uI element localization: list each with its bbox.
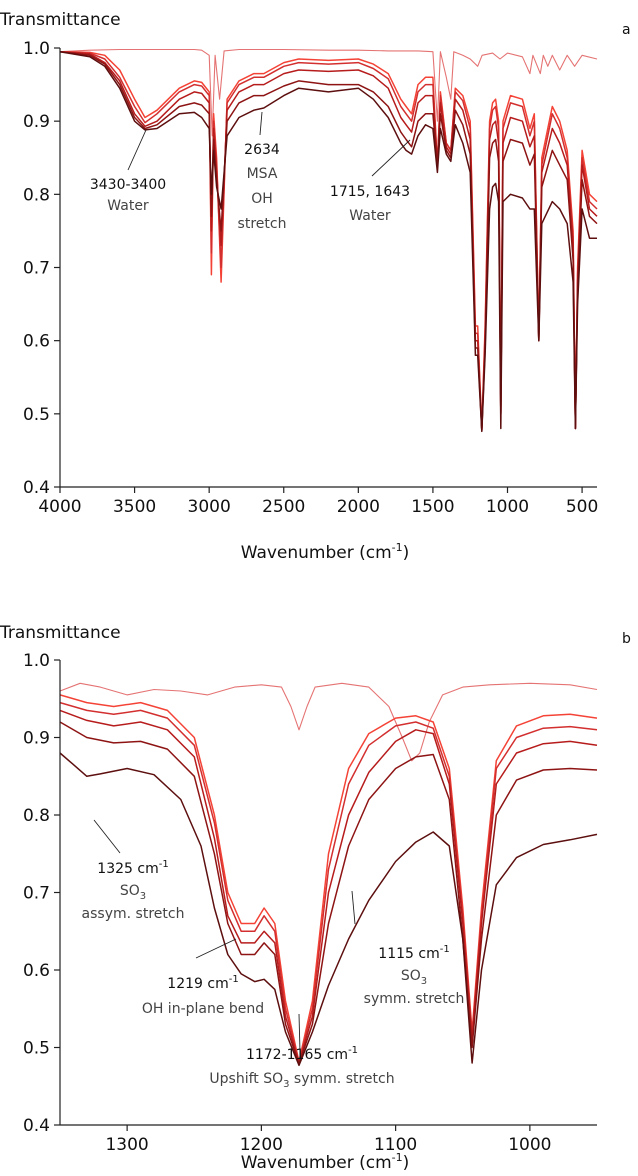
panel-b-label: b [622,631,631,647]
panel-a-xtick-label: 2500 [262,497,305,517]
panel-b-ann-1115-label: symm. stretch [364,991,465,1007]
panel-a-xtick-label: 500 [566,497,598,517]
panel-b-ann-1219-label: OH in-plane bend [142,1001,264,1017]
panel-a-series-line-6 [59,50,597,433]
panel-a-ytick-label: 0.4 [23,478,50,498]
panel-b-series-line-6 [59,752,598,1067]
panel-a-ann-2634-stretch: stretch [238,216,287,232]
panel-a-label: a [622,22,631,38]
panel-a-xtick-label: 1000 [486,497,529,517]
panel-a-ytick-label: 0.6 [23,332,50,352]
panel-b-series-line-4 [59,709,598,1064]
panel-a-xtick-label: 2000 [337,497,380,517]
panel-b-series-line-5 [59,721,598,1065]
panel-a-xtick-label: 1500 [411,497,454,517]
panel-b-leader-1172 [298,1013,301,1053]
panel-b-ann-1325-so3: SO3​ [120,883,146,902]
panel-b-xtick-label: 1100 [374,1135,417,1155]
panel-a-ytick-label: 0.8 [23,185,50,205]
panel-b-xtick-label: 1000 [508,1135,551,1155]
panel-b-ylabel: Transmittance [0,623,121,643]
panel-a-ylabel: Transmittance [0,10,121,30]
panel-a-ytick-label: 0.9 [23,112,50,132]
panel-b: Transmittance b 0.4 0.5 0.6 0.7 0.8 0.9 1.0 130… [0,623,631,1173]
panel-a-ytick-label: 1.0 [23,39,50,59]
panel-a-ytick-label: 0.5 [23,405,50,425]
panel-a-xtick-label: 3000 [188,497,231,517]
panel-a: Transmittance a 0.4 0.5 0.6 0.7 0.8 0.9 1.0 400… [0,10,631,563]
panel-a-ann-2634: 2634 [244,142,280,158]
panel-a-xtick-label: 3500 [113,497,156,517]
panel-a-ann-1715: 1715, 1643 [330,184,410,200]
panel-b-ytick-label: 1.0 [23,651,50,671]
panel-b-series [59,682,598,1067]
panel-a-ann-1715-label: Water [349,208,391,224]
panel-b-series-line-3 [59,701,598,1063]
panel-a-ann-3430-label: Water [107,198,149,214]
panel-b-ann-1172-label: Upshift SO3​ symm. stretch [209,1071,394,1090]
panel-a-leader-water-oh [127,129,147,171]
panel-a-leader-water-bend [371,139,411,177]
panel-b-series-line-1 [59,682,598,762]
panel-b-ytick-label: 0.7 [23,884,50,904]
panel-b-leader-1219 [195,938,237,959]
panel-a-xlabel: Wavenumber (cm-1) [241,541,410,563]
panel-b-ytick-label: 0.5 [23,1039,50,1059]
panel-b-ann-1325-label: assym. stretch [82,906,185,922]
panel-a-ann-2634-oh: OH [251,191,273,207]
panel-a-xtick-label: 4000 [38,497,81,517]
panel-b-ytick-label: 0.9 [23,729,50,749]
panel-a-ann-3430: 3430-3400 [90,177,166,193]
panel-b-xlabel: Wavenumber (cm-1) [241,1151,410,1173]
panel-b-ytick-label: 0.4 [23,1116,50,1136]
panel-a-ytick-label: 0.7 [23,259,50,279]
panel-b-ytick-label: 0.6 [23,961,50,981]
panel-b-xtick-label: 1200 [240,1135,283,1155]
panel-b-xtick-label: 1300 [105,1135,148,1155]
panel-a-leader-msa [259,111,263,136]
panel-b-ann-1172: 1172-1165 cm-1​ [246,1045,358,1063]
panel-b-ann-1325: 1325 cm-1​ [97,859,168,877]
panel-a-ann-2634-msa: MSA [247,166,278,182]
panel-b-ann-1115: 1115 cm-1​ [378,944,449,962]
panel-a-series [59,48,598,433]
panel-a-ticks: 0.4 0.5 0.6 0.7 0.8 0.9 1.0 4000 3500 3000 2500 200… [23,39,598,517]
panel-b-ticks: 0.4 0.5 0.6 0.7 0.8 0.9 1.0 1300 1200 1100 1000 [23,651,552,1155]
panel-b-series-line-2 [59,694,598,1063]
panel-b-ytick-label: 0.8 [23,806,50,826]
panel-a-series-line-2 [59,50,598,430]
panel-a-series-line-1 [59,48,598,137]
panel-b-leader-1325 [93,819,121,854]
panel-b-ann-1219: 1219 cm-1​ [167,974,238,992]
panel-b-ann-1115-so3: SO3​ [401,968,427,987]
panel-b-leader-1115 [351,890,356,925]
